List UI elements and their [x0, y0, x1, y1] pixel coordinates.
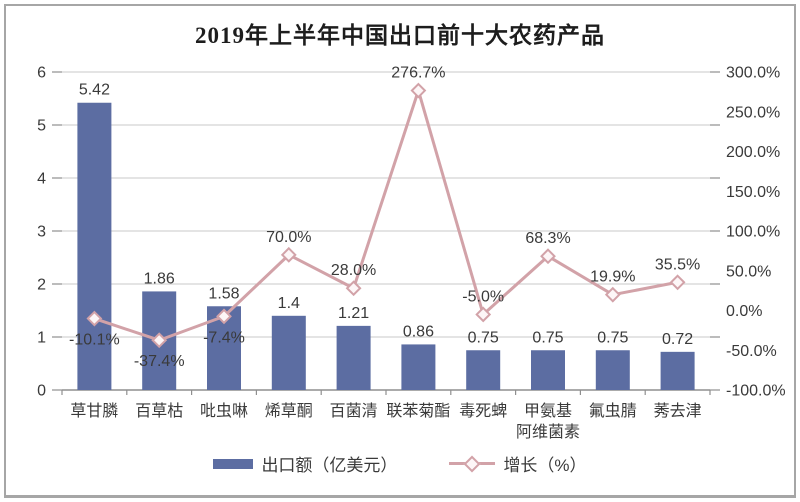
diamond-marker [280, 246, 297, 263]
right-axis-label: 200.0% [726, 144, 780, 161]
diamond-marker [86, 310, 103, 327]
bar-value-label: 0.72 [662, 331, 693, 348]
line-series-swatch [449, 457, 496, 470]
right-axis-label: 50.0% [726, 263, 771, 280]
bar-value-label: 0.86 [403, 323, 434, 340]
legend-item-export: 出口额（亿美元） [213, 451, 397, 476]
bar [401, 344, 436, 390]
left-axis-label: 2 [37, 277, 46, 294]
growth-value-label: 35.5% [655, 256, 700, 273]
category-label: 草甘膦 [70, 402, 118, 420]
bar-value-label: 1.58 [208, 285, 239, 302]
legend-item-growth: 增长（%） [449, 451, 587, 476]
category-label: 百草枯 [135, 402, 183, 420]
growth-value-label: 276.7% [391, 65, 445, 82]
growth-value-label: 70.0% [266, 229, 311, 246]
growth-value-label: -7.4% [203, 329, 245, 346]
bar-value-label: 1.21 [338, 305, 369, 322]
category-label: 百菌清 [330, 402, 378, 420]
bar-value-label: 1.4 [278, 295, 300, 312]
diamond-marker [410, 82, 427, 99]
growth-line [93, 89, 678, 342]
bar-value-label: 0.75 [597, 329, 628, 346]
left-axis-label: 6 [37, 65, 46, 82]
category-label: 烯草酮 [265, 402, 313, 420]
category-label: 吡虫啉 [200, 402, 248, 420]
bar-series-swatch [213, 458, 254, 469]
right-axis-label: 250.0% [726, 104, 780, 121]
growth-value-label: 28.0% [331, 262, 376, 279]
category-label: 莠去津 [654, 402, 702, 420]
category-label: 毒死蜱 [459, 402, 507, 420]
right-axis-label: 100.0% [726, 224, 780, 241]
diamond-marker [475, 306, 492, 323]
legend-bar-label: 出口额（亿美元） [261, 456, 398, 475]
bar [466, 350, 501, 390]
bar-value-label: 0.75 [468, 329, 499, 346]
growth-value-label: -10.1% [69, 332, 120, 349]
bar [595, 350, 630, 390]
diamond-marker [345, 280, 362, 297]
left-axis-label: 0 [37, 383, 46, 400]
bar-value-label: 1.86 [144, 270, 175, 287]
right-axis-label: 300.0% [726, 65, 780, 82]
left-axis-label: 1 [37, 330, 46, 347]
left-axis-label: 5 [37, 118, 46, 135]
bar-value-label: 5.42 [79, 82, 110, 99]
growth-value-label: -5.0% [462, 288, 504, 305]
bar [77, 102, 112, 391]
category-label: 甲氨基阿维菌素 [516, 402, 580, 441]
diamond-marker [540, 248, 556, 265]
diamond-marker [151, 332, 168, 349]
growth-value-label: -37.4% [134, 353, 185, 370]
legend: 出口额（亿美元） 增长（%） [0, 451, 800, 476]
left-axis-label: 4 [37, 171, 46, 188]
right-axis-label: 0.0% [726, 303, 762, 320]
diamond-marker [669, 274, 686, 291]
growth-value-label: 68.3% [525, 230, 570, 247]
bar [531, 350, 565, 390]
bar [660, 351, 695, 390]
chart-title: 2019年上半年中国出口前十大农药产品 [195, 23, 605, 48]
bar-value-label: 0.75 [532, 329, 563, 346]
right-axis-label: 150.0% [726, 184, 780, 201]
diamond-marker [216, 308, 232, 325]
diamond-marker [604, 286, 621, 303]
left-axis-label: 3 [37, 224, 46, 241]
growth-value-label: 19.9% [590, 269, 635, 286]
legend-line-label: 增长（%） [503, 456, 587, 475]
category-label: 氟虫腈 [589, 402, 637, 420]
right-axis-label: -50.0% [726, 343, 777, 360]
bar [336, 325, 371, 390]
bar [271, 315, 306, 390]
category-label: 联苯菊酯 [386, 402, 450, 420]
right-axis-label: -100.0% [726, 383, 786, 400]
